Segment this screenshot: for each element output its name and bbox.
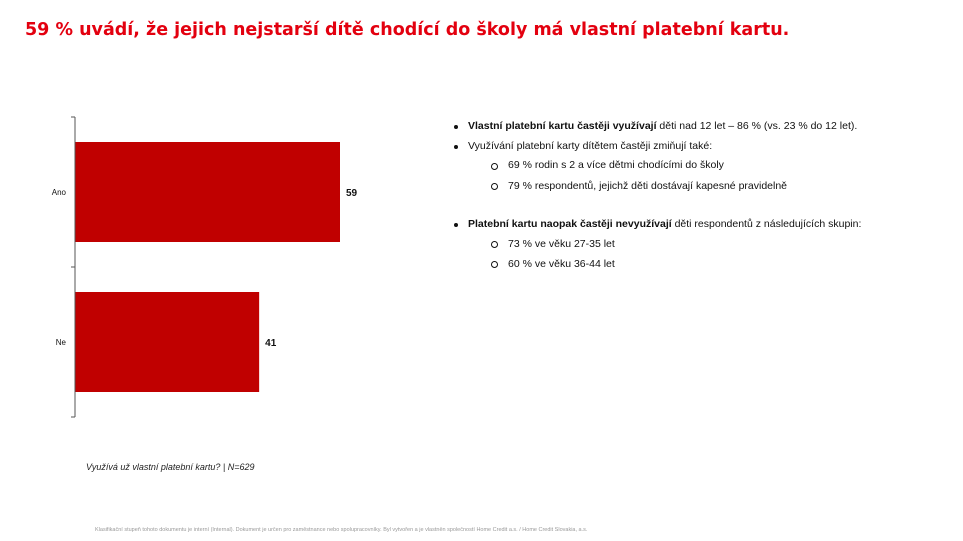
circle-bullet-icon: [491, 261, 498, 269]
finding-item: Vlastní platební kartu častěji využívají…: [452, 119, 952, 134]
finding-subtext: 73 % ve věku 27-35 let: [508, 237, 615, 250]
finding-text: Využívání platební karty dítětem častěji…: [468, 139, 713, 152]
chart-layer: 59 Ano 41 Ne: [52, 116, 358, 418]
finding-subitem: 60 % ve věku 36-44 let: [452, 257, 952, 272]
findings-list: Vlastní platební kartu častěji využívají…: [452, 119, 952, 277]
bar-ano: [75, 142, 340, 242]
bullet-icon: [454, 125, 458, 129]
circle-bullet-icon: [491, 183, 498, 191]
finding-subitem: 73 % ve věku 27-35 let: [452, 237, 952, 252]
finding-subitem: 79 % respondentů, jejichž děti dostávají…: [452, 179, 952, 194]
finding-subtext: 79 % respondentů, jejichž děti dostávají…: [508, 179, 788, 192]
category-label: Ne: [56, 338, 67, 347]
finding-text: děti nad 12 let – 86 % (vs. 23 % do 12 l…: [656, 120, 858, 132]
finding-subitem: 69 % rodin s 2 a více dětmi chodícími do…: [452, 158, 952, 173]
bar-ne: [75, 292, 260, 392]
category-label: Ano: [52, 188, 67, 197]
data-label: 59: [346, 188, 358, 199]
question-note: Využívá už vlastní platební kartu? | N=6…: [86, 462, 255, 472]
finding-subtext: 69 % rodin s 2 a více dětmi chodícími do…: [508, 159, 724, 172]
bullet-icon: [454, 222, 458, 227]
classification-footer: Klasifikační stupeň tohoto dokumentu je …: [95, 527, 588, 533]
circle-bullet-icon: [491, 162, 498, 170]
finding-subtext: 60 % ve věku 36-44 let: [508, 257, 615, 270]
finding-text: děti respondentů z následujících skupin:: [671, 217, 862, 230]
bullet-icon: [454, 144, 458, 149]
circle-bullet-icon: [491, 241, 498, 249]
finding-item: Využívání platební karty dítětem častěji…: [452, 139, 952, 154]
page-title: 59 % uvádí, že jejich nejstarší dítě cho…: [25, 20, 790, 40]
finding-bold: Vlastní platební kartu častěji využívají: [468, 120, 657, 132]
data-label: 41: [265, 338, 277, 349]
finding-bold: Platební kartu naopak častěji nevyužívaj…: [468, 217, 672, 230]
finding-item: Platební kartu naopak častěji nevyužívaj…: [452, 217, 952, 232]
